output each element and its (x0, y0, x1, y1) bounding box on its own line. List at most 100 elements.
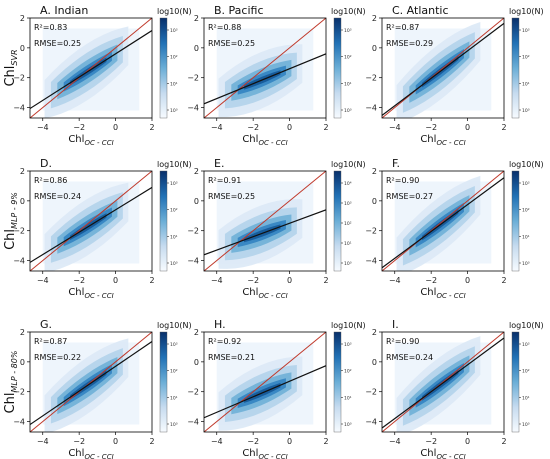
colorbar-tick-label: 10³ (170, 342, 178, 348)
x-axis-label: ChlOC - CCI (420, 134, 465, 147)
y-tick-label: 2 (372, 167, 377, 176)
x-axis-label-sub: OC - CCI (436, 139, 465, 147)
row-label-sub: MLP - 80% (10, 351, 19, 393)
y-tick-label: 2 (372, 328, 377, 337)
axes-frame (381, 331, 505, 433)
colorbar-tick-label: 10⁰ (344, 422, 352, 428)
y-tick-label: 2 (194, 328, 199, 337)
y-tick-label: 2 (372, 14, 377, 23)
colorbar-label: log10(N) (331, 160, 366, 169)
x-tick-label: −4 (37, 123, 49, 132)
rmse-stat: RMSE=0.27 (386, 192, 433, 201)
colorbar-label: log10(N) (331, 7, 366, 16)
y-tick-label: 2 (194, 167, 199, 176)
x-tick-label: −4 (37, 276, 49, 285)
colorbar-tick-label: 10¹ (170, 234, 178, 240)
panel-6: −4 −2 0 2 −4 −2 0 2 G. R²=0.87 RMSE=0.22 ChlOC - CC… (13, 318, 191, 459)
x-axis-label-main: Chl (68, 134, 84, 145)
colorbar-label: log10(N) (157, 160, 192, 169)
axes-frame (203, 331, 327, 433)
colorbar-tick-label: 10¹ (522, 395, 530, 401)
x-axis-label: ChlOC - CCI (420, 448, 465, 459)
regression-line (30, 186, 152, 263)
colorbar (511, 331, 520, 433)
x-tick-label: −2 (425, 123, 437, 132)
colorbar (159, 331, 168, 433)
colorbar-tick-label: 10¹ (170, 81, 178, 87)
colorbar (333, 170, 342, 272)
y-tick-label: −4 (13, 418, 25, 427)
colorbar-tick-label: 10⁰ (344, 261, 352, 267)
one-to-one-line (382, 18, 504, 118)
x-tick-label: −2 (425, 437, 437, 446)
x-tick-label: 0 (465, 276, 470, 285)
regression-line (30, 341, 152, 426)
rmse-stat: RMSE=0.22 (34, 353, 81, 362)
colorbar-tick-label: 10³ (344, 201, 352, 207)
axes-frame (203, 170, 327, 272)
x-axis-label: ChlOC - CCI (242, 134, 287, 147)
r2-stat: R²=0.91 (208, 176, 241, 185)
x-tick-label: 2 (149, 123, 154, 132)
colorbar-label: log10(N) (509, 321, 544, 330)
colorbar-tick-label: 10³ (522, 181, 530, 187)
x-tick-label: −4 (389, 276, 401, 285)
regression-line (382, 177, 504, 269)
colorbar-tick-label: 10⁰ (522, 422, 530, 428)
y-tick-label: 0 (20, 358, 25, 367)
x-axis-label-main: Chl (242, 287, 258, 298)
x-tick-label: −4 (211, 276, 223, 285)
row-label-sub: SVR (10, 49, 19, 65)
colorbar-tick-label: 10¹ (522, 81, 530, 87)
x-axis-label-main: Chl (68, 287, 84, 298)
panel-8: −4 −2 0 2 −4 −2 0 2 I. R²=0.90 RMSE=0.24 ChlOC - CC… (365, 318, 543, 459)
y-tick-label: 2 (20, 167, 25, 176)
panel-title: I. (392, 318, 399, 331)
regression-line (382, 22, 504, 116)
colorbar-tick-label: 10⁴ (344, 181, 352, 187)
r2-stat: R²=0.87 (386, 23, 419, 32)
regression-line (382, 337, 504, 429)
r2-stat: R²=0.90 (386, 337, 419, 346)
colorbar-tick-label: 10¹ (522, 234, 530, 240)
rmse-stat: RMSE=0.24 (386, 353, 433, 362)
x-axis-label-main: Chl (242, 448, 258, 459)
x-tick-label: −4 (37, 437, 49, 446)
x-tick-label: −4 (211, 437, 223, 446)
y-tick-label: 0 (194, 44, 199, 53)
axes-frame (29, 17, 153, 119)
colorbar-label: log10(N) (157, 7, 192, 16)
y-tick-label: 2 (20, 328, 25, 337)
y-tick-label: −2 (187, 74, 199, 83)
axes-frame (381, 17, 505, 119)
one-to-one-line (382, 332, 504, 432)
x-axis-label-main: Chl (242, 134, 258, 145)
y-tick-label: 2 (194, 14, 199, 23)
colorbar-tick-label: 10⁰ (522, 108, 530, 114)
x-axis-label-main: Chl (68, 448, 84, 459)
r2-stat: R²=0.90 (386, 176, 419, 185)
y-tick-label: −4 (365, 104, 377, 113)
axes-frame (29, 170, 153, 272)
colorbar-tick-label: 10³ (522, 28, 530, 34)
y-tick-label: −4 (13, 257, 25, 266)
rmse-stat: RMSE=0.24 (34, 192, 81, 201)
panel-title: A. Indian (40, 4, 88, 17)
x-tick-label: 2 (323, 437, 328, 446)
x-tick-label: −2 (425, 276, 437, 285)
colorbar-tick-label: 10² (170, 208, 178, 214)
x-tick-label: −4 (211, 123, 223, 132)
panel-title: F. (392, 157, 400, 170)
y-tick-label: 0 (20, 197, 25, 206)
x-tick-label: 0 (465, 123, 470, 132)
y-tick-label: −4 (365, 257, 377, 266)
r2-stat: R²=0.88 (208, 23, 241, 32)
rmse-stat: RMSE=0.29 (386, 39, 433, 48)
one-to-one-line (204, 18, 326, 118)
row-label-main: Chl (3, 66, 18, 87)
colorbar-tick-label: 10¹ (170, 395, 178, 401)
r2-stat: R²=0.92 (208, 337, 241, 346)
x-tick-label: −4 (389, 437, 401, 446)
r2-stat: R²=0.83 (34, 23, 67, 32)
